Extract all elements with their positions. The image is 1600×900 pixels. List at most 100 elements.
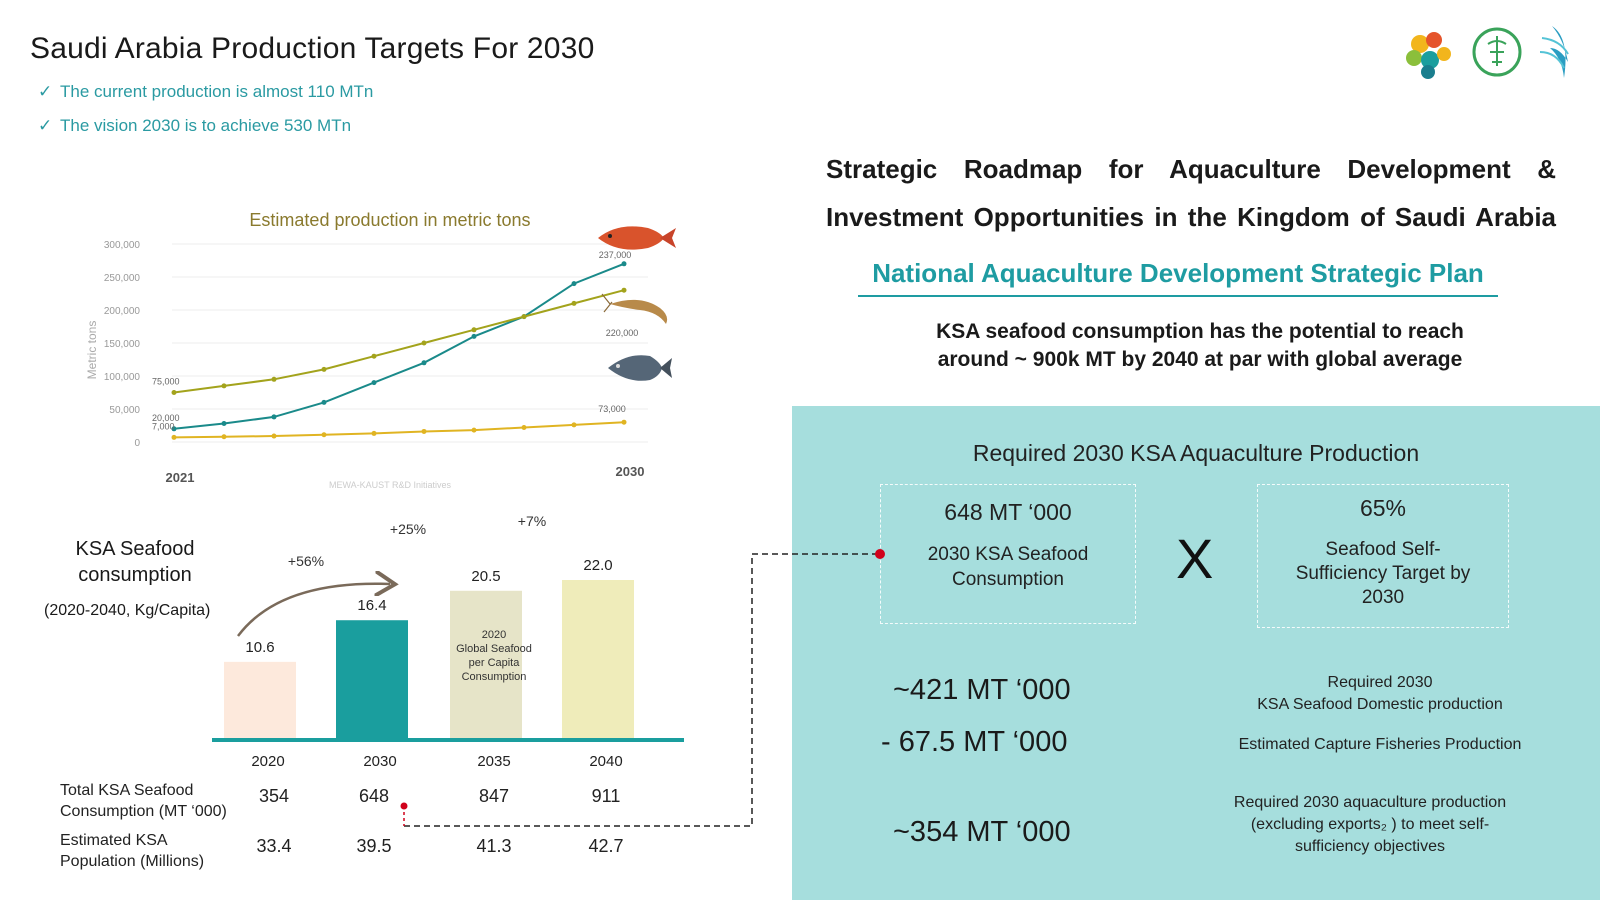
series-point-0 [271, 414, 277, 420]
y-tick-label: 150,000 [104, 339, 141, 350]
aquaculture-production-panel [792, 406, 1600, 900]
table-row-consumption-label: Total KSA Seafood Consumption (MT ‘000) [60, 782, 227, 820]
source-note: MEWA-KAUST R&D Initiatives [329, 480, 452, 490]
bar-chart-title: KSA Seafood consumption [75, 538, 195, 586]
series-point-1 [421, 340, 427, 346]
series-point-1 [221, 383, 227, 389]
series-point-0 [321, 399, 327, 405]
series-point-0 [471, 333, 477, 339]
series-point-2 [571, 422, 577, 428]
self-sufficiency-value: 65% [1359, 495, 1407, 521]
self-sufficiency-box: 65% Seafood Self- Sufficiency Target by … [1257, 484, 1509, 628]
series-end-label: 220,000 [606, 328, 639, 338]
ministry-seal-icon [1472, 27, 1522, 77]
line-chart-series: 20,000 75,000 7,000 237,000 220,000 73,000 [152, 250, 638, 440]
bar-value-label: 10.6 [245, 639, 274, 656]
bar-2020 [224, 661, 296, 738]
consumption-note: KSA seafood consumption has the potentia… [936, 320, 1464, 371]
bullet-current-production: ✓ The current production is almost 110 MT… [38, 82, 374, 101]
series-point-2 [271, 433, 277, 439]
bar-note: 2020 Global Seafood per Capita Consumpti… [456, 629, 532, 683]
palm-feather-logo-icon [1539, 26, 1569, 78]
svg-text:Global Seafood: Global Seafood [456, 643, 532, 655]
growth-label: +7% [518, 513, 546, 529]
series-line-2 [173, 421, 625, 439]
shrimp-icon [601, 293, 668, 324]
domestic-production-desc: Required 2030 KSA Seafood Domestic produ… [1257, 674, 1503, 713]
bar-value-label: 22.0 [583, 557, 612, 574]
series-point-0 [621, 261, 627, 267]
table-cell: 847 [478, 786, 510, 806]
series-point-0 [571, 281, 577, 287]
bar-value-label: 16.4 [357, 597, 386, 614]
series-point-1 [471, 327, 477, 333]
table-cell: 648 [358, 786, 390, 806]
aquaculture-required-value: ~354 MT ‘000 [893, 816, 1071, 848]
y-tick-label: 200,000 [104, 306, 141, 317]
line-chart-grid [172, 243, 648, 443]
series-start-label: 20,000 [152, 413, 180, 423]
series-point-1 [371, 353, 377, 359]
consumption-box-value: 648 MT ‘000 [944, 499, 1072, 525]
bar-chart-categories: 2020 2030 2035 2040 [251, 753, 622, 770]
series-start-label: 75,000 [152, 377, 180, 387]
series-point-0 [171, 426, 177, 432]
consumption-box-label: 2030 KSA Seafood Consumption [927, 544, 1089, 590]
plan-title: National Aquaculture Development Strateg… [858, 258, 1498, 297]
bar-2040 [562, 580, 634, 738]
bar-category-label: 2030 [363, 753, 396, 770]
bullet-vision-2030: ✓ The vision 2030 is to achieve 530 MTn [38, 116, 352, 135]
table-cell: 33.4 [256, 836, 292, 856]
series-point-2 [321, 432, 327, 438]
svg-text:per Capita: per Capita [469, 657, 521, 669]
production-line-chart: Estimated production in metric tons Metr… [85, 210, 676, 490]
growth-label: +56% [288, 553, 324, 569]
series-point-1 [271, 376, 277, 382]
bar-chart-growth: +56% +25% +7% [288, 513, 546, 569]
bar-category-label: 2040 [589, 753, 622, 770]
table-cell: 42.7 [588, 836, 624, 856]
grouper-fish-icon [598, 226, 676, 250]
bar-chart-subtitle: (2020-2040, Kg/Capita) [44, 602, 211, 619]
connector-dot-right [875, 549, 885, 559]
line-chart-title: Estimated production in metric tons [249, 210, 530, 230]
domestic-production-value: ~421 MT ‘000 [893, 674, 1071, 706]
growth-label: +25% [390, 521, 426, 537]
series-point-2 [471, 427, 477, 433]
line-chart-ylabel: Metric tons [85, 321, 99, 380]
series-start-label: 7,000 [152, 421, 175, 431]
seafood-consumption-bar-chart: 10.6 16.4 20.5 22.0 2020 2030 2035 2040 +56% +2… [212, 513, 684, 770]
series-point-2 [521, 424, 527, 430]
svg-text:2020: 2020 [482, 629, 506, 641]
colorful-circles-logo-icon [1406, 32, 1451, 79]
series-point-0 [421, 360, 427, 366]
tilapia-fish-icon [608, 355, 672, 381]
series-end-label: 73,000 [598, 404, 626, 414]
capture-fisheries-value: - 67.5 MT ‘000 [881, 726, 1068, 758]
series-point-2 [421, 428, 427, 434]
series-point-1 [171, 390, 177, 395]
bar-category-label: 2035 [477, 753, 510, 770]
bar-value-label: 20.5 [471, 568, 500, 585]
y-tick-label: 100,000 [104, 372, 141, 383]
y-tick-label: 0 [134, 438, 140, 449]
bar-2030 [336, 620, 408, 738]
panel-title: Required 2030 KSA Aquaculture Production [972, 440, 1420, 466]
line-chart-y-ticks: 0 50,000 100,000 150,000 200,000 250,000 300,0… [104, 240, 141, 449]
y-tick-label: 250,000 [104, 273, 141, 284]
series-line-0 [173, 262, 625, 430]
capture-fisheries-desc: Estimated Capture Fisheries Production [1238, 736, 1522, 753]
table-cell: 41.3 [476, 836, 512, 856]
check-icon: ✓ [38, 82, 53, 101]
self-sufficiency-label: Seafood Self- Sufficiency Target by 2030 [1295, 539, 1471, 608]
partner-logos [1406, 26, 1569, 79]
y-tick-label: 300,000 [104, 240, 141, 251]
multiply-symbol: X [1176, 527, 1214, 590]
table-cell: 39.5 [356, 836, 392, 856]
series-point-2 [221, 434, 227, 440]
strategy-heading-line2: Investment Opportunities in the Kingdom … [826, 202, 1556, 232]
table-cell: 354 [258, 786, 290, 806]
series-point-1 [321, 366, 327, 372]
strategy-heading-line1: Strategic Roadmap for Aquaculture Develo… [826, 154, 1556, 184]
series-point-2 [621, 419, 627, 425]
